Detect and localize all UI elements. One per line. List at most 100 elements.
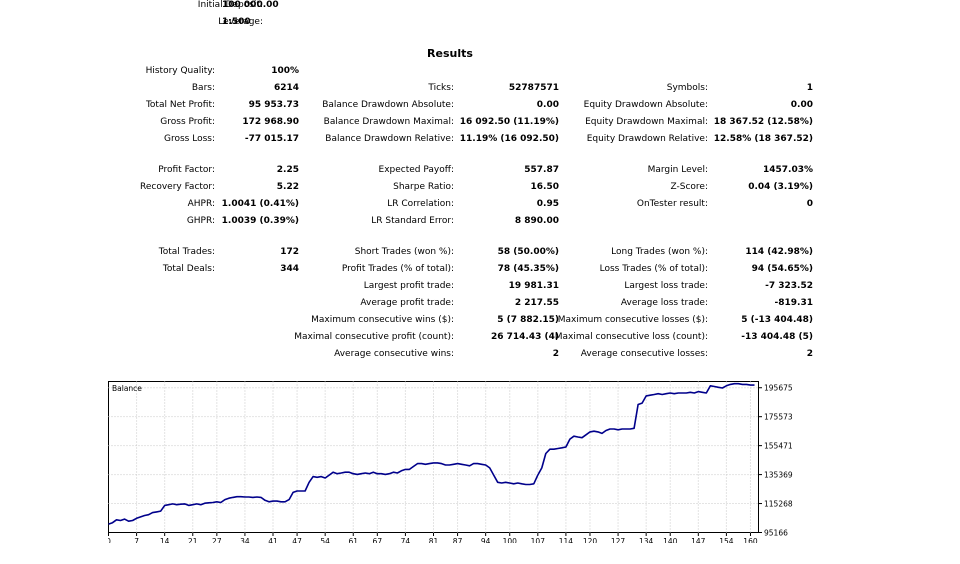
x-tick-label: 140 (663, 537, 678, 543)
stat-value: 2 217.55 (514, 298, 559, 308)
x-tick-label: 34 (240, 537, 250, 543)
stat-label: Long Trades (won %): (611, 247, 708, 257)
stat-label: Average profit trade: (360, 298, 454, 308)
x-tick-label: 134 (639, 537, 654, 543)
x-tick-label: 47 (292, 537, 302, 543)
stat-value: 95 953.73 (248, 100, 299, 110)
stat-value: 344 (280, 264, 299, 274)
stat-value: 1.0041 (0.41%) (221, 199, 299, 209)
balance-chart: 95166 115268 135369 155471 175573 195675 0 7 14… (108, 381, 793, 543)
x-tick-label: 107 (531, 537, 546, 543)
stat-label: LR Correlation: (387, 199, 454, 209)
stat-value: 0.95 (536, 199, 559, 209)
stat-label: Short Trades (won %): (354, 247, 454, 257)
x-tick-label: 154 (719, 537, 734, 543)
y-tick-label: 135369 (764, 471, 793, 480)
stat-label: Equity Drawdown Relative: (586, 134, 708, 144)
initial-deposit-value: 100 000.00 (222, 0, 279, 10)
stat-label: AHPR: (187, 199, 215, 209)
stat-label: Bars: (191, 83, 215, 93)
balance-series-line (108, 382, 755, 525)
stat-value: 16 092.50 (11.19%) (459, 117, 559, 127)
stat-label: Balance Drawdown Maximal: (323, 117, 454, 127)
stat-value: 100% (271, 66, 299, 76)
stat-label: Profit Trades (% of total): (341, 264, 454, 274)
stat-value: 1 (806, 83, 813, 93)
stat-label: Total Deals: (162, 264, 215, 274)
initial-deposit-label: Initial Deposit: (197, 0, 263, 10)
x-tick-label: 127 (611, 537, 626, 543)
chart-y-ticks: 95166 115268 135369 155471 175573 195675 (758, 384, 793, 538)
stat-label: Loss Trades (% of total): (599, 264, 708, 274)
stat-value: -77 015.17 (244, 134, 299, 144)
x-tick-label: 7 (134, 537, 139, 543)
stat-label: Profit Factor: (158, 165, 215, 175)
stat-label: Sharpe Ratio: (393, 182, 454, 192)
stat-label: Largest profit trade: (363, 281, 454, 291)
y-tick-label: 115268 (764, 500, 793, 509)
stat-label: History Quality: (145, 66, 215, 76)
y-tick-label: 175573 (764, 413, 793, 422)
stat-value: 0.04 (3.19%) (748, 182, 813, 192)
stat-value: 18 367.52 (12.58%) (713, 117, 813, 127)
x-tick-label: 147 (691, 537, 706, 543)
stat-value: 114 (42.98%) (745, 247, 813, 257)
stat-value: 52787571 (508, 83, 559, 93)
stat-value: 5 (-13 404.48) (741, 315, 813, 325)
stat-value: 26 714.43 (4) (490, 332, 559, 342)
stat-value: 0 (806, 199, 813, 209)
stat-label: Average loss trade: (620, 298, 708, 308)
y-tick-label: 155471 (764, 442, 793, 451)
stat-value: 12.58% (18 367.52) (713, 134, 813, 144)
x-tick-label: 114 (559, 537, 574, 543)
y-tick-label: 195675 (764, 384, 793, 393)
stat-value: 172 968.90 (242, 117, 299, 127)
x-tick-label: 21 (188, 537, 198, 543)
stat-label: Maximal consecutive profit (count): (294, 332, 454, 342)
stat-label: Maximum consecutive losses ($): (557, 315, 708, 325)
stat-label: Expected Payoff: (378, 165, 454, 175)
stat-value: 2.25 (276, 165, 299, 175)
stat-value: 58 (50.00%) (497, 247, 559, 257)
stat-label: Symbols: (666, 83, 708, 93)
stat-label: Total Net Profit: (145, 100, 215, 110)
stat-value: -13 404.48 (5) (741, 332, 813, 342)
y-tick-label: 95166 (764, 529, 788, 538)
stat-value: 11.19% (16 092.50) (459, 134, 559, 144)
stat-value: 5.22 (276, 182, 299, 192)
stat-label: Average consecutive wins: (334, 349, 454, 359)
stat-label: Average consecutive losses: (580, 349, 708, 359)
stat-label: Recovery Factor: (139, 182, 215, 192)
stat-label: GHPR: (186, 216, 215, 226)
stat-value: 0.00 (536, 100, 559, 110)
x-tick-label: 100 (503, 537, 518, 543)
x-tick-label: 81 (429, 537, 439, 543)
stat-value: 78 (45.35%) (497, 264, 559, 274)
x-tick-label: 41 (268, 537, 278, 543)
stat-value: -819.31 (774, 298, 813, 308)
stat-label: LR Standard Error: (371, 216, 454, 226)
stat-label: Maximal consecutive loss (count): (554, 332, 708, 342)
stat-label: OnTester result: (636, 199, 708, 209)
x-tick-label: 94 (481, 537, 491, 543)
leverage-label: Leverage: (218, 17, 263, 27)
x-tick-label: 87 (453, 537, 463, 543)
stat-value: 557.87 (524, 165, 559, 175)
chart-title: Balance (112, 384, 142, 393)
x-tick-label: 27 (212, 537, 222, 543)
stat-value: 6214 (273, 83, 299, 93)
stat-value: 0.00 (790, 100, 813, 110)
stat-label: Z-Score: (670, 182, 709, 192)
stat-value: 5 (7 882.15) (497, 315, 559, 325)
x-tick-label: 67 (373, 537, 383, 543)
stat-label: Gross Profit: (160, 117, 215, 127)
stat-value: 19 981.31 (508, 281, 559, 291)
stat-value: 172 (280, 247, 299, 257)
results-title: Results (427, 47, 473, 60)
stat-value: 1.0039 (0.39%) (221, 216, 299, 226)
x-tick-label: 74 (401, 537, 411, 543)
stat-label: Balance Drawdown Relative: (325, 134, 454, 144)
x-tick-label: 160 (743, 537, 758, 543)
stat-label: Largest loss trade: (624, 281, 708, 291)
leverage-value: 1:500 (222, 17, 251, 27)
